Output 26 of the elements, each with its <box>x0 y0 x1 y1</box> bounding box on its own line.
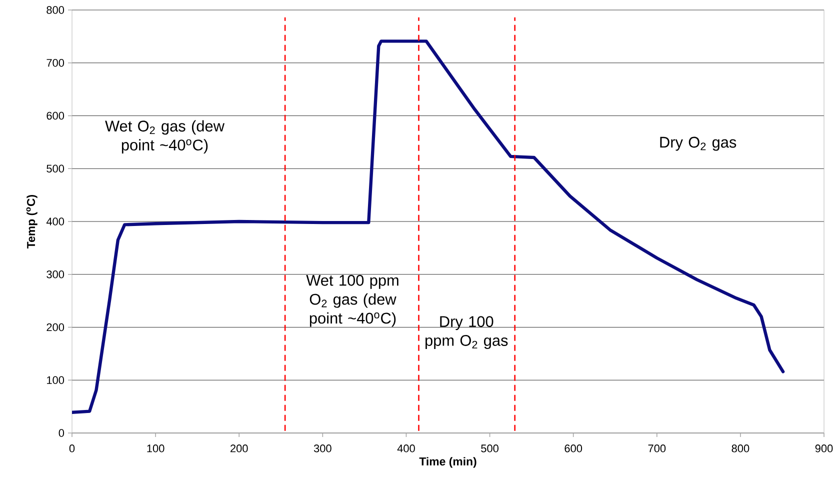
y-tick-label: 200 <box>46 323 64 332</box>
line-series <box>72 40 785 414</box>
y-tick-label: 600 <box>46 112 64 120</box>
annotation: Dry O$_{2}$ gas <box>660 136 736 151</box>
x-tick-label: 800 <box>732 444 750 452</box>
x-tick-label: 200 <box>230 444 248 452</box>
y-axis-title: Temp ($^{o}$C) <box>26 194 38 248</box>
x-tick-label: 700 <box>648 444 666 452</box>
x-tick-label: 600 <box>564 444 582 452</box>
y-tick-label: 100 <box>47 376 64 384</box>
y-tick-label: 0 <box>58 429 64 437</box>
y-tick-label: 400 <box>46 218 64 226</box>
x-tick-label: 300 <box>314 444 332 452</box>
x-tick-label: 900 <box>815 444 833 452</box>
y-tick-label: 300 <box>46 270 64 278</box>
y-tick-label: 700 <box>46 59 64 67</box>
x-tick-label: 0 <box>69 444 75 452</box>
annotation: Wet 100 ppm O$_{2}$ gas (dew point ~40$^{o}$C) <box>306 274 398 327</box>
x-tick-label: 500 <box>481 444 498 452</box>
annotation: Dry 100 ppm O$_{2}$ gas <box>426 316 508 349</box>
y-tick-label: 800 <box>46 6 64 14</box>
x-axis-title: Time (min) <box>419 457 476 468</box>
annotation: Wet O$_{2}$ gas (dew point ~40$^{o}$C) <box>105 120 225 154</box>
x-tick-label: 100 <box>147 444 164 452</box>
y-tick-label: 500 <box>46 164 64 173</box>
x-tick-label: 400 <box>397 444 415 452</box>
